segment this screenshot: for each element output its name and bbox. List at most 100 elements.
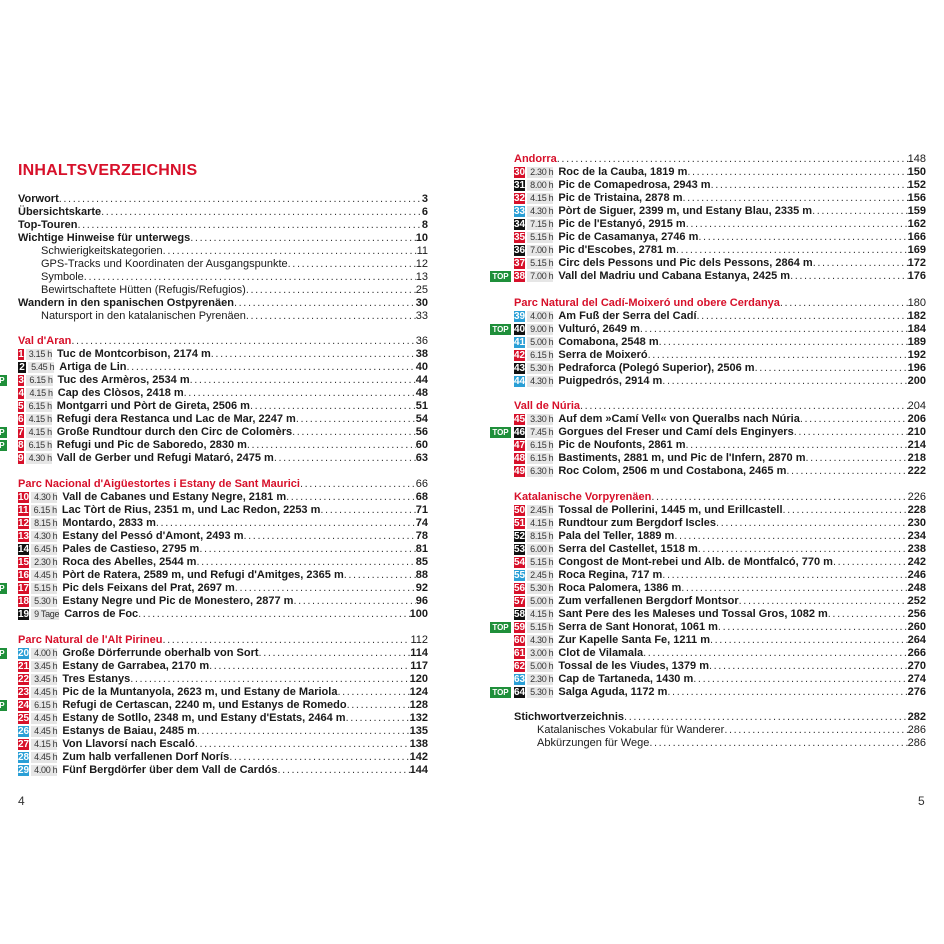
tour-entry[interactable]: 264.45 h Estanys de Baiau, 2485 m 135 [18,725,428,738]
tour-entry[interactable]: 347.15 h Pic de l'Estanyó, 2915 m 162 [514,218,926,231]
tour-entry[interactable]: 57 5.00 h Zum verfallenen Bergdorf Montsor… [514,595,926,608]
tour-entry[interactable]: 58 4.15 h Sant Pere des les Maleses und To… [514,608,926,621]
tour-entry[interactable]: 426.15 h Serra de Moixeró 192 [514,349,926,362]
tour-entry[interactable]: 604.30 h Zur Kapelle Santa Fe, 1211 m 264 [514,634,926,647]
tour-page: 172 [907,257,926,269]
tour-entry[interactable]: 625.00 h Tossal de les Viudes, 1379 m 270 [514,660,926,673]
tour-entry[interactable]: 45 3.30 h Auf dem »Camí Vell« von Queralbs… [514,413,926,426]
toc-entry[interactable]: Bewirtschaftete Hütten (Refugis/Refugios… [18,284,428,297]
tour-entry[interactable]: 152.30 h Roca des Abelles, 2544 m 85 [18,556,428,569]
tour-entry[interactable]: TOP 59 5.15 h Serra de Sant Honorat, 1061 m… [490,621,926,634]
tour-duration: 4.15 h [25,414,52,425]
dot-leader [235,582,416,595]
tour-entry[interactable]: TOP 204.00 h Große Dörferrunde oberhalb vo… [0,647,428,660]
tour-entry[interactable]: 394.00 h Am Fuß der Serra del Cadí 182 [514,310,926,323]
tour-entry[interactable]: 284.45 h Zum halb verfallenen Dorf Norís 1… [18,751,428,764]
toc-entry[interactable]: Wichtige Hinweise für unterwegs 10 [18,232,428,245]
toc-entry[interactable]: Stichwortverzeichnis 282 [514,711,926,724]
tour-number-badge: 45 [514,414,526,425]
toc-entry[interactable]: Natursport in den katalanischen Pyrenäen… [18,310,428,323]
tour-entry[interactable]: 213.45 h Estany de Garrabea, 2170 m 117 [18,660,428,673]
section-heading[interactable]: Val d'Aran 36 [18,335,428,348]
tour-number-badge: 15 [18,557,30,568]
tour-entry[interactable]: TOP 46 7.45 h Gorgues del Freser und Camí d… [490,426,926,439]
tour-entry[interactable]: 274.15 h Von Llavorsí nach Escaló 138 [18,738,428,751]
tour-entry[interactable]: 632.30 h Cap de Tartaneda, 1430 m 274 [514,673,926,686]
tour-entry[interactable]: 476.15 h Pic de Noufonts, 2861 m 214 [514,439,926,452]
tour-entry[interactable]: 223.45 h Tres Estanys 120 [18,673,428,686]
tour-entry[interactable]: TOP 36.15 h Tuc des Armèros, 2534 m 44 [0,374,428,387]
toc-entry[interactable]: Katalanisches Vokabular für Wanderer 286 [514,724,926,737]
tour-entry[interactable]: 355.15 h Pic de Casamanya, 2746 m 166 [514,231,926,244]
tour-entry[interactable]: 25 4.45 h Estany de Sotllo, 2348 m, und Es… [18,712,428,725]
toc-entry[interactable]: Top-Touren 8 [18,219,428,232]
tour-entry[interactable]: 44.15 h Cap des Clòsos, 2418 m 48 [18,387,428,400]
tour-entry[interactable]: 146.45 h Pales de Castieso, 2795 m 81 [18,543,428,556]
toc-entry[interactable]: Übersichtskarte 6 [18,206,428,219]
toc-entry[interactable]: GPS-Tracks und Koordinaten der Ausgangsp… [18,258,428,271]
tour-entry[interactable]: 16 4.45 h Pòrt de Ratera, 2589 m, und Refu… [18,569,428,582]
tour-title: Carros de Foc [64,608,139,620]
section-heading[interactable]: Andorra 148 [514,153,926,166]
tour-entry[interactable]: 514.15 h Rundtour zum Bergdorf Iscles 230 [514,517,926,530]
section-heading[interactable]: Parc Nacional d'Aigüestortes i Estany de… [18,478,428,491]
toc-entry[interactable]: Symbole 13 [18,271,428,284]
tour-entry[interactable]: 43 5.30 h Pedraforca (Polegó Superior), 25… [514,362,926,375]
tour-entry[interactable]: 528.15 h Pala del Teller, 1889 m 234 [514,530,926,543]
tour-entry[interactable]: 49 6.30 h Roc Colom, 2506 m und Costabona,… [514,465,926,478]
tour-title: Roca Regina, 717 m [558,569,663,581]
tour-entry[interactable]: TOP 86.15 h Refugi und Pic de Saboredo, 28… [0,439,428,452]
tour-entry[interactable]: 11 6.15 h Lac Tòrt de Rius, 2351 m, und La… [18,504,428,517]
entry-title: Symbole [41,271,84,283]
tour-entry[interactable]: 33 4.30 h Pòrt de Siguer, 2399 m, und Esta… [514,205,926,218]
tour-number-badge: 29 [18,765,30,776]
tour-duration: 6.15 h [527,453,554,464]
tour-entry[interactable]: 25.45 h Artiga de Lin 40 [18,361,428,374]
tour-entry[interactable]: 23 4.45 h Pic de la Muntanyola, 2623 m, un… [18,686,428,699]
entry-page: 25 [415,284,428,296]
tour-entry[interactable]: TOP 246.15 h Refugi de Certascan, 2240 m, … [0,699,428,712]
tour-entry[interactable]: 318.00 h Pic de Comapedrosa, 2943 m 152 [514,179,926,192]
tour-title: Pala del Teller, 1889 m [558,530,675,542]
tour-entry[interactable]: 48 6.15 h Bastiments, 2881 m, und Pic de l… [514,452,926,465]
toc-entry[interactable]: Vorwort 3 [18,193,428,206]
tour-entry[interactable]: 552.45 h Roca Regina, 717 m 246 [514,569,926,582]
tour-entry[interactable]: 37 5.15 h Circ dels Pessons und Pic dels P… [514,257,926,270]
toc-entry[interactable]: Wandern in den spanischen Ostpyrenäen 30 [18,297,428,310]
tour-entry[interactable]: 536.00 h Serra del Castellet, 1518 m 238 [514,543,926,556]
dot-leader [156,517,416,530]
section-heading[interactable]: Parc Natural del Cadí-Moixeró und obere … [514,297,926,310]
tour-entry[interactable]: 5 6.15 h Montgarri und Pòrt de Gireta, 250… [18,400,428,413]
tour-title: Vall de Cabanes und Estany Negre, 2181 m [62,491,287,503]
tour-entry[interactable]: 6 4.15 h Refugi dera Restanca und Lac de M… [18,413,428,426]
tour-entry[interactable]: 128.15 h Montardo, 2833 m 74 [18,517,428,530]
tour-entry[interactable]: 302.30 h Roc de la Cauba, 1819 m 150 [514,166,926,179]
tour-entry[interactable]: 613.00 h Clot de Vilamala 266 [514,647,926,660]
tour-entry[interactable]: 367.00 h Pic d'Escobes, 2781 m 169 [514,244,926,257]
toc-entry[interactable]: Schwierigkeitskategorien 11 [18,245,428,258]
tour-number-badge: 13 [18,531,30,542]
tour-entry[interactable]: 415.00 h Comabona, 2548 m 189 [514,336,926,349]
tour-entry[interactable]: 13.15 h Tuc de Montcorbison, 2174 m 38 [18,348,428,361]
tour-entry[interactable]: 10 4.30 h Vall de Cabanes und Estany Negre… [18,491,428,504]
section-heading[interactable]: Parc Natural de l'Alt Pirineu 112 [18,634,428,647]
tour-entry[interactable]: 13 4.30 h Estany del Pessó d'Amont, 2493 m… [18,530,428,543]
tour-entry[interactable]: TOP 175.15 h Pic dels Feixans del Prat, 26… [0,582,428,595]
tour-entry[interactable]: 324.15 h Pic de Tristaina, 2878 m 156 [514,192,926,205]
tour-entry[interactable]: 565.30 h Roca Palomera, 1386 m 248 [514,582,926,595]
tour-entry[interactable]: 29 4.00 h Fünf Bergdörfer über dem Vall de… [18,764,428,777]
tour-entry[interactable]: 18 5.30 h Estany Negre und Pic de Monester… [18,595,428,608]
tour-number-badge: 30 [514,167,526,178]
toc-entry[interactable]: Abkürzungen für Wege 286 [514,737,926,750]
tour-entry[interactable]: 9 4.30 h Vall de Gerber und Refugi Mataró,… [18,452,428,465]
tour-entry[interactable]: 199 Tage Carros de Foc 100 [18,608,428,621]
tour-entry[interactable]: 50 2.45 h Tossal de Pollerini, 1445 m, und… [514,504,926,517]
section-heading[interactable]: Katalanische Vorpyrenäen 226 [514,491,926,504]
tour-entry[interactable]: TOP 38 7.00 h Vall del Madriu und Cabana Es… [490,270,926,283]
tour-entry[interactable]: 54 5.15 h Congost de Mont-rebei und Alb. d… [514,556,926,569]
tour-entry[interactable]: 444.30 h Puigpedrós, 2914 m 200 [514,375,926,388]
tour-entry[interactable]: TOP 74.15 h Große Rundtour durch den Circ … [0,426,428,439]
section-heading[interactable]: Vall de Núria 204 [514,400,926,413]
